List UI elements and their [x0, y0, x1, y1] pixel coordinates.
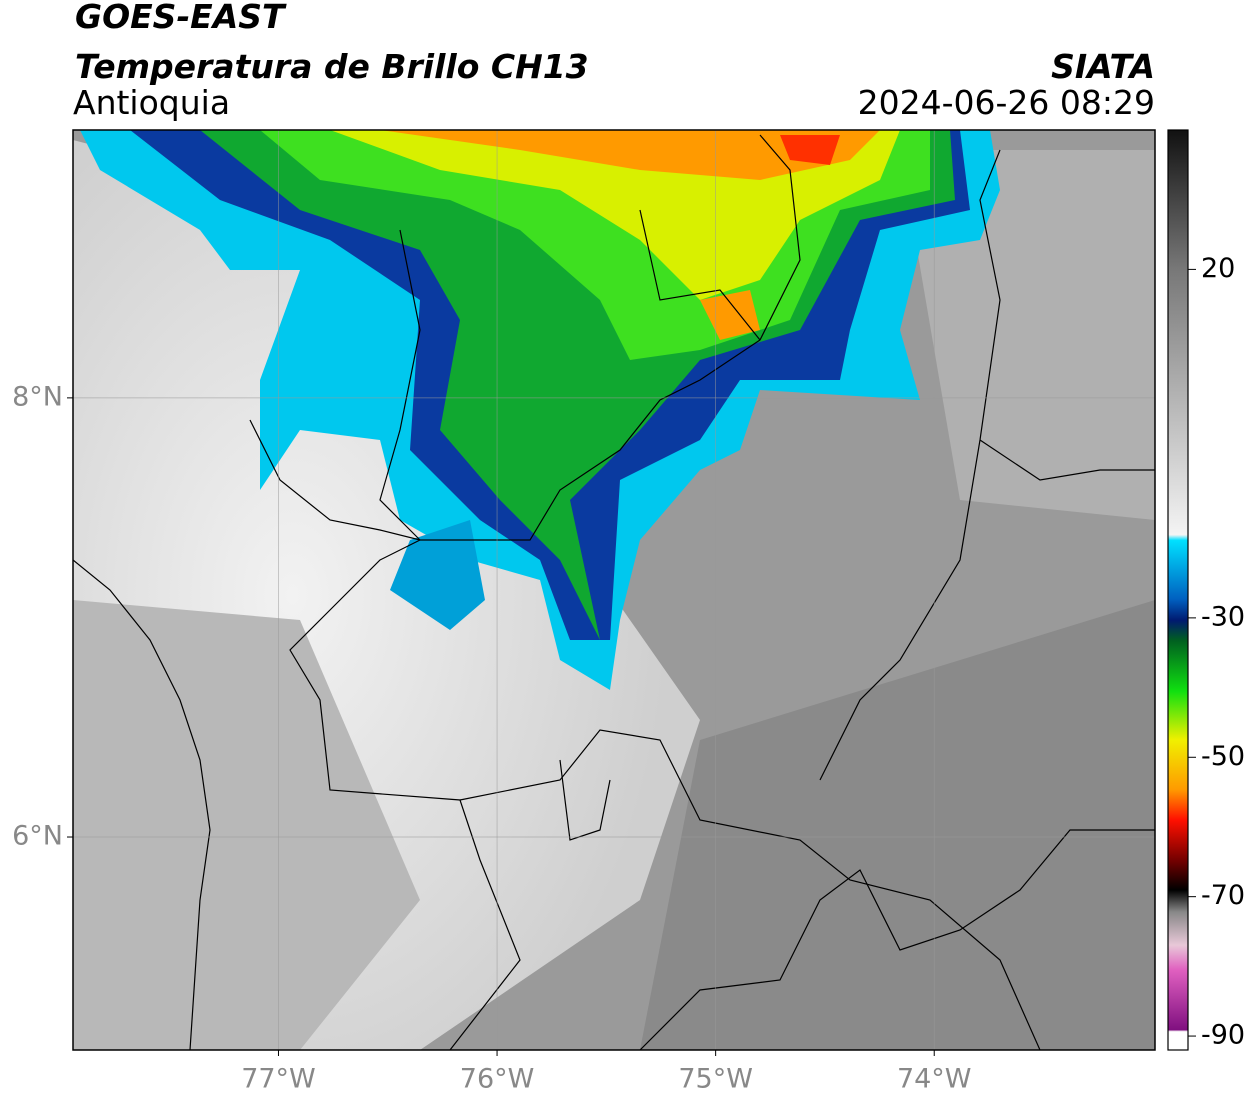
datetime: 2024-06-26 08:29 [858, 83, 1155, 122]
x-tick-label: 77°W [241, 1064, 316, 1095]
colorbar [1167, 129, 1189, 1051]
colorbar-tick-label: 20 [1201, 253, 1235, 284]
x-tick-label: 75°W [678, 1064, 753, 1095]
map-frame [72, 129, 1156, 1051]
x-tick-label: 76°W [460, 1064, 535, 1095]
satellite: GOES-EAST [75, 0, 287, 36]
product: Temperatura de Brillo CH13 [75, 47, 589, 86]
source: SIATA [1051, 47, 1155, 86]
colorbar-tick-label: -70 [1201, 880, 1245, 911]
x-tick-label: 74°W [897, 1064, 972, 1095]
colorbar-tick-label: -50 [1201, 741, 1245, 772]
colorbar-tick-label: -30 [1201, 601, 1245, 632]
y-tick-label: 8°N [12, 381, 63, 412]
graticule [73, 130, 1155, 1050]
y-tick-label: 6°N [12, 821, 63, 852]
colorbar-tick-label: -90 [1201, 1020, 1245, 1051]
region: Antioquia [73, 83, 230, 122]
satellite-image [73, 130, 1155, 1050]
